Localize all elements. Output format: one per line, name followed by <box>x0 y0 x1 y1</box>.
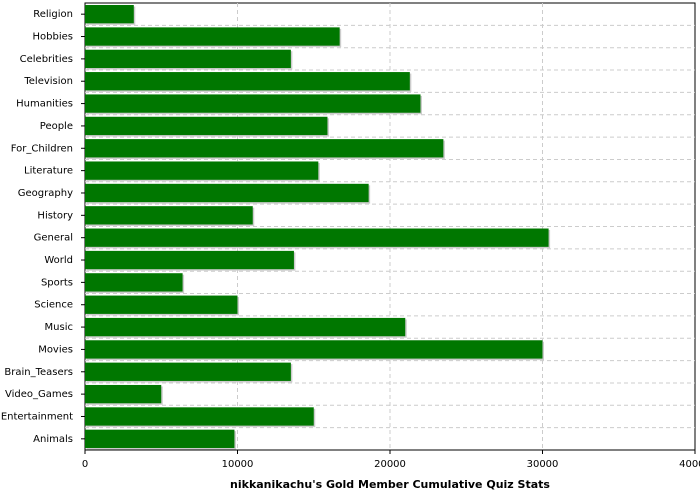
y-tick-label: World <box>44 255 73 266</box>
bar <box>85 317 406 337</box>
x-tick-label: 10000 <box>222 459 254 470</box>
bar <box>85 340 543 359</box>
y-tick-label: Television <box>23 76 73 87</box>
bar <box>85 362 291 381</box>
bar <box>85 407 314 426</box>
x-tick-label: 30000 <box>527 459 559 470</box>
bar <box>85 384 162 404</box>
y-tick-label: Animals <box>33 434 73 445</box>
bar <box>85 273 183 292</box>
bar <box>85 94 421 113</box>
y-tick-label: Literature <box>24 166 73 177</box>
y-tick-label: Celebrities <box>20 54 73 65</box>
y-tick-label: Geography <box>18 188 73 199</box>
bar <box>85 139 444 158</box>
y-tick-label: Video_Games <box>5 389 73 400</box>
x-tick-label: 20000 <box>374 459 406 470</box>
y-tick-label: Brain_Teasers <box>4 367 73 378</box>
bar <box>85 429 235 448</box>
y-tick-label: Music <box>45 322 73 333</box>
y-tick-label: Religion <box>33 9 73 20</box>
bar <box>85 116 328 136</box>
bar <box>85 49 291 69</box>
bar <box>85 295 238 314</box>
bar <box>85 72 410 91</box>
y-tick-label: Entertainment <box>1 411 73 422</box>
bar <box>85 5 134 24</box>
bar <box>85 183 369 203</box>
y-tick-label: History <box>37 210 73 221</box>
chart-title: nikkanikachu's Gold Member Cumulative Qu… <box>230 478 550 491</box>
y-tick-label: Science <box>34 300 73 311</box>
y-tick-label: Sports <box>41 277 73 288</box>
x-tick-label: 40000 <box>679 459 700 470</box>
bar <box>85 27 340 46</box>
y-tick-label: Movies <box>38 344 73 355</box>
bar <box>85 161 319 180</box>
bar <box>85 206 253 225</box>
y-tick-label: General <box>34 233 73 244</box>
y-tick-label: Hobbies <box>33 32 73 43</box>
y-tick-label: People <box>40 121 73 132</box>
y-tick-label: For_Children <box>11 143 73 154</box>
x-tick-label: 0 <box>82 459 88 470</box>
bar <box>85 228 549 247</box>
bar <box>85 250 294 270</box>
y-tick-label: Humanities <box>16 99 73 110</box>
